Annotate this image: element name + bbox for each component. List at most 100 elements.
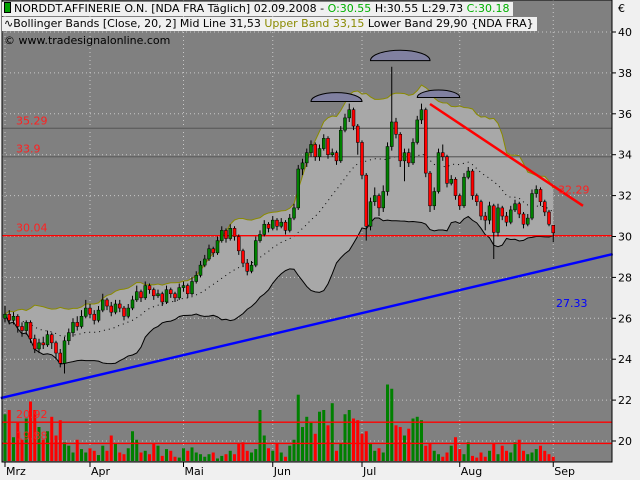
x-tick-label: Apr: [91, 465, 111, 478]
copyright: © www.tradesignalonline.com: [4, 34, 171, 47]
currency-label: €: [618, 2, 625, 15]
x-axis: Mrz Apr Mai Jun Jul Aug Sep: [4, 462, 575, 478]
y-tick-label: 22: [618, 394, 632, 407]
candle-body: [296, 168, 300, 209]
candle-body: [279, 221, 283, 227]
y-tick-label: 38: [618, 67, 632, 80]
candle-body: [551, 225, 555, 234]
candle-body: [275, 219, 279, 227]
volume-bar: [46, 431, 49, 461]
candle-body: [266, 223, 271, 229]
volume-bar: [411, 418, 415, 461]
volume-bar: [16, 422, 20, 461]
candle-body: [432, 191, 436, 207]
candle-body: [211, 248, 215, 254]
candle-body: [339, 129, 343, 162]
y-tick-label: 30: [618, 231, 632, 244]
volume-bar: [156, 445, 160, 461]
volume-bar: [126, 448, 130, 461]
candle-body: [526, 217, 530, 225]
candle-body: [458, 195, 462, 207]
candle-body: [224, 230, 228, 239]
candle-body: [249, 264, 254, 272]
candle-body: [360, 142, 364, 176]
volume-bar: [479, 452, 483, 461]
lower-band-value: Lower Band 29,90 {NDA FRA}: [364, 17, 534, 30]
candle-body: [368, 201, 373, 227]
candle-body: [326, 138, 330, 155]
volume-bar: [275, 444, 279, 461]
candle-body: [96, 309, 101, 321]
candle-body: [88, 307, 92, 315]
volume-bar: [245, 450, 249, 461]
candle-body: [377, 195, 381, 209]
volume-bar: [488, 450, 491, 461]
candle-body: [24, 322, 28, 331]
volume-bar: [241, 442, 245, 461]
candle-body: [373, 195, 377, 202]
volume-bar: [84, 452, 88, 461]
candle-body: [11, 316, 16, 321]
candle-body: [92, 313, 96, 321]
volume-bar: [284, 456, 287, 461]
candle-body: [356, 125, 360, 143]
candle-body: [441, 152, 445, 157]
candle-body: [313, 144, 317, 157]
candle-body: [288, 217, 292, 231]
volume-bar: [160, 455, 164, 461]
candle-body: [118, 303, 122, 309]
volume-bar: [415, 416, 419, 461]
candle-body: [343, 117, 347, 131]
trendline: [429, 102, 584, 207]
volume-bar: [199, 454, 202, 461]
volume-bar: [71, 452, 75, 461]
volume-bar: [407, 428, 411, 461]
hline-label: 19.88: [16, 429, 48, 442]
candle-body: [292, 207, 296, 219]
volume-bar: [551, 456, 555, 461]
candle-body: [317, 148, 322, 157]
candle-body: [194, 275, 198, 282]
volume-bar: [20, 439, 24, 461]
volume-bar: [305, 416, 309, 461]
trendline-label: 27.33: [556, 297, 588, 310]
pattern-arc: [369, 49, 431, 62]
high-value: H:30.55: [374, 2, 419, 15]
candle-body: [424, 109, 428, 174]
candle-body: [237, 236, 241, 252]
x-tick-label: Aug: [461, 465, 482, 478]
candle-body: [20, 326, 24, 331]
candle-body: [398, 134, 402, 162]
candle-body: [186, 285, 190, 295]
volume-bar: [131, 431, 134, 461]
low-value: L:29.73: [421, 2, 464, 15]
volume-bar: [33, 410, 37, 461]
candle-body: [453, 178, 458, 196]
candle-body: [513, 203, 517, 211]
candle-body: [483, 215, 487, 221]
volume-bar: [177, 457, 181, 461]
candle-body: [462, 176, 466, 207]
candle-body: [254, 240, 258, 266]
volume-bar: [475, 457, 479, 461]
candle-body: [334, 152, 339, 162]
volume-bars: [3, 384, 555, 461]
volume-bar: [292, 439, 296, 461]
volume-bar: [211, 452, 215, 461]
candle-body: [492, 205, 496, 233]
x-tick-label: Jun: [273, 465, 291, 478]
y-axis: 20 22 24 26 28 30 32 34 36 38 40: [612, 26, 632, 448]
y-tick-label: 36: [618, 108, 632, 121]
volume-bar: [449, 445, 453, 461]
volume-bar: [492, 444, 496, 461]
volume-bar: [539, 445, 542, 461]
volume-bar: [105, 450, 109, 461]
volume-bar: [12, 437, 15, 461]
volume-bar: [288, 445, 292, 461]
volume-bar: [97, 455, 100, 461]
volume-bar: [203, 456, 207, 461]
candle-body: [330, 152, 334, 155]
volume-bar: [466, 442, 470, 461]
y-tick-label: 34: [618, 149, 632, 162]
